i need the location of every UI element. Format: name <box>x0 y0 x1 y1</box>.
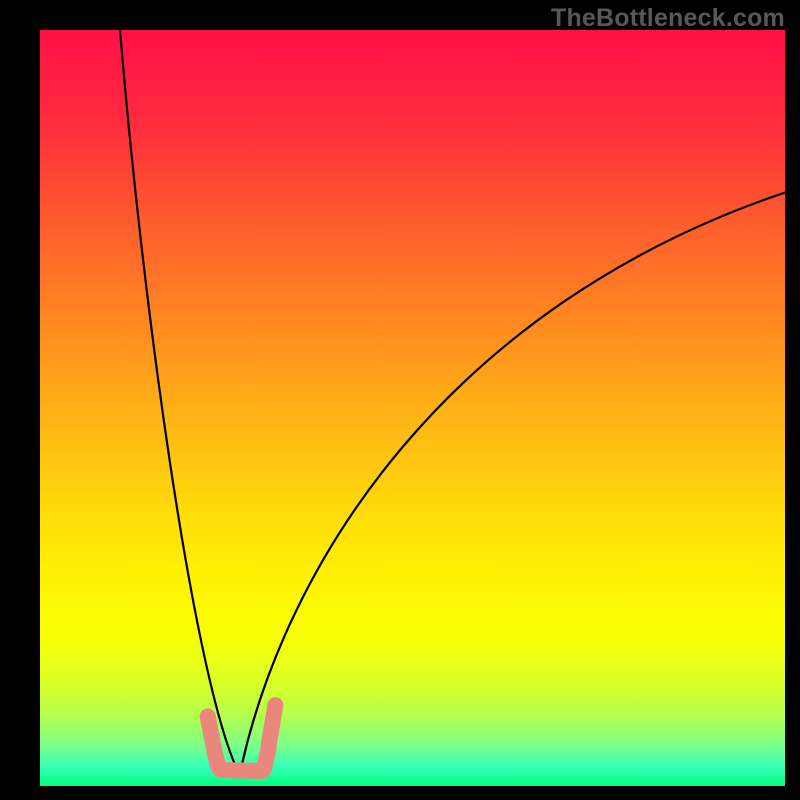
watermark-text: TheBottleneck.com <box>551 4 785 33</box>
overlay-svg <box>0 0 800 800</box>
bottleneck-curve <box>118 7 785 774</box>
